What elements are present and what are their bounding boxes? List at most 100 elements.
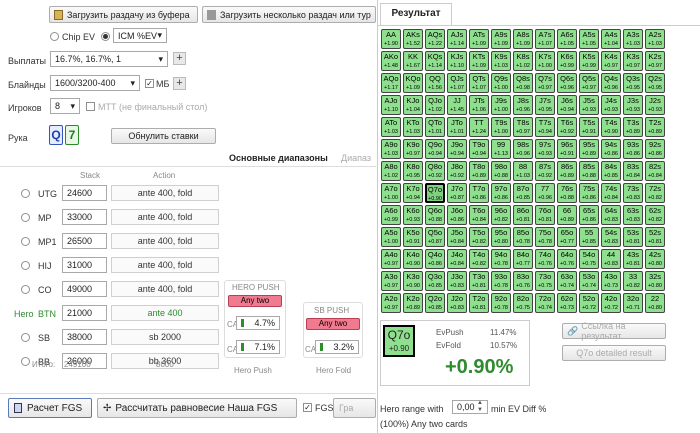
hand-card-1[interactable]: Q bbox=[49, 125, 63, 145]
grid-cell-98s[interactable]: 98s +0.96 bbox=[513, 139, 533, 159]
grid-cell-K2o[interactable]: K2o +0.89 bbox=[403, 293, 423, 313]
load-from-buffer-button[interactable]: Загрузить раздачу из буфера bbox=[49, 6, 198, 23]
hand-card-2[interactable]: 7 bbox=[65, 125, 79, 145]
seat-select-radio[interactable] bbox=[21, 285, 30, 294]
grid-cell-65s[interactable]: 65s +0.86 bbox=[579, 205, 599, 225]
seat-select-radio[interactable] bbox=[21, 237, 30, 246]
grid-cell-T6s[interactable]: T6s +0.92 bbox=[557, 117, 577, 137]
grid-cell-86o[interactable]: 86o +0.81 bbox=[513, 205, 533, 225]
grid-cell-96s[interactable]: 96s +0.91 bbox=[557, 139, 577, 159]
grid-cell-ATo[interactable]: ATo +1.03 bbox=[381, 117, 401, 137]
seat-action-field[interactable]: ante 400 bbox=[111, 305, 219, 321]
grid-cell-54s[interactable]: 54s +0.83 bbox=[601, 227, 621, 247]
seat-stack-input[interactable]: 33000 bbox=[62, 209, 107, 225]
calculate-equilibrium-button[interactable]: ✢ Рассчитать равновесие Наша FGS bbox=[97, 398, 297, 418]
grid-cell-K7o[interactable]: K7o +0.94 bbox=[403, 183, 423, 203]
grid-cell-K7s[interactable]: K7s +1.00 bbox=[535, 51, 555, 71]
grid-cell-AKs[interactable]: AKs +1.52 bbox=[403, 29, 423, 49]
grid-cell-JTs[interactable]: JTs +1.06 bbox=[469, 95, 489, 115]
grid-cell-33[interactable]: 33 +0.82 bbox=[623, 271, 643, 291]
grid-cell-44[interactable]: 44 +0.83 bbox=[601, 249, 621, 269]
grid-cell-K9o[interactable]: K9o +0.97 bbox=[403, 139, 423, 159]
grid-cell-94o[interactable]: 94o +0.78 bbox=[491, 249, 511, 269]
grid-cell-72s[interactable]: 72s +0.82 bbox=[645, 183, 665, 203]
grid-cell-A3o[interactable]: A3o +0.97 bbox=[381, 271, 401, 291]
grid-cell-A6s[interactable]: A6s +1.05 bbox=[557, 29, 577, 49]
grid-cell-A4s[interactable]: A4s +1.04 bbox=[601, 29, 621, 49]
seat-select-radio[interactable] bbox=[21, 261, 30, 270]
grid-cell-A6o[interactable]: A6o +0.99 bbox=[381, 205, 401, 225]
grid-cell-87s[interactable]: 87s +0.92 bbox=[535, 161, 555, 181]
grid-cell-J6s[interactable]: J6s +0.94 bbox=[557, 95, 577, 115]
grid-cell-K5s[interactable]: K5s +0.99 bbox=[579, 51, 599, 71]
grid-cell-Q9s[interactable]: Q9s +1.00 bbox=[491, 73, 511, 93]
grid-cell-QJo[interactable]: QJo +1.02 bbox=[425, 95, 445, 115]
sb-push-range-button[interactable]: Any two bbox=[306, 318, 360, 330]
grid-cell-K6o[interactable]: K6o +0.93 bbox=[403, 205, 423, 225]
grid-cell-A8s[interactable]: A8s +1.09 bbox=[513, 29, 533, 49]
graph-button[interactable]: Гра bbox=[333, 398, 376, 418]
hero-push-range-button[interactable]: Any two bbox=[228, 295, 282, 307]
result-tab[interactable]: Результат bbox=[380, 3, 452, 25]
seat-stack-input[interactable]: 24600 bbox=[62, 185, 107, 201]
grid-cell-92o[interactable]: 92o +0.78 bbox=[491, 293, 511, 313]
grid-cell-T5o[interactable]: T5o +0.82 bbox=[469, 227, 489, 247]
grid-cell-T7s[interactable]: T7s +0.94 bbox=[535, 117, 555, 137]
grid-cell-54o[interactable]: 54o +0.75 bbox=[579, 249, 599, 269]
seat-action-field[interactable]: ante 400, fold bbox=[111, 233, 219, 249]
grid-cell-83s[interactable]: 83s +0.84 bbox=[623, 161, 643, 181]
grid-cell-Q6o[interactable]: Q6o +0.88 bbox=[425, 205, 445, 225]
grid-cell-A9s[interactable]: A9s +1.09 bbox=[491, 29, 511, 49]
grid-cell-55[interactable]: 55 +0.85 bbox=[579, 227, 599, 247]
third-ca-field[interactable]: 7.1% bbox=[236, 340, 280, 354]
grid-cell-97s[interactable]: 97s +0.93 bbox=[535, 139, 555, 159]
grid-cell-32o[interactable]: 32o +0.71 bbox=[623, 293, 643, 313]
grid-cell-AQo[interactable]: AQo +1.17 bbox=[381, 73, 401, 93]
grid-cell-K8o[interactable]: K8o +0.95 bbox=[403, 161, 423, 181]
grid-cell-62s[interactable]: 62s +0.82 bbox=[645, 205, 665, 225]
grid-cell-62o[interactable]: 62o +0.73 bbox=[557, 293, 577, 313]
players-select[interactable]: 8 ▾ bbox=[50, 98, 80, 114]
grid-cell-K2s[interactable]: K2s +0.97 bbox=[645, 51, 665, 71]
grid-cell-86s[interactable]: 86s +0.89 bbox=[557, 161, 577, 181]
grid-cell-Q3o[interactable]: Q3o +0.85 bbox=[425, 271, 445, 291]
grid-cell-KQo[interactable]: KQo +1.09 bbox=[403, 73, 423, 93]
grid-cell-K4o[interactable]: K4o +0.90 bbox=[403, 249, 423, 269]
icm-select[interactable]: ICM %EV ▾ bbox=[113, 28, 167, 43]
reset-bets-button[interactable]: Обнулить ставки bbox=[111, 128, 216, 144]
grid-cell-76o[interactable]: 76o +0.81 bbox=[535, 205, 555, 225]
grid-cell-92s[interactable]: 92s +0.86 bbox=[645, 139, 665, 159]
grid-cell-75s[interactable]: 75s +0.86 bbox=[579, 183, 599, 203]
grid-cell-J9o[interactable]: J9o +0.94 bbox=[447, 139, 467, 159]
seat-select-radio[interactable] bbox=[21, 357, 30, 366]
grid-cell-KQs[interactable]: KQs +1.14 bbox=[425, 51, 445, 71]
grid-cell-KJo[interactable]: KJo +1.04 bbox=[403, 95, 423, 115]
grid-cell-52o[interactable]: 52o +0.72 bbox=[579, 293, 599, 313]
grid-cell-AA[interactable]: AA +1.90 bbox=[381, 29, 401, 49]
grid-cell-Q2o[interactable]: Q2o +0.85 bbox=[425, 293, 445, 313]
seat-action-field[interactable]: ante 400, fold bbox=[111, 281, 219, 297]
grid-cell-AJo[interactable]: AJo +1.10 bbox=[381, 95, 401, 115]
grid-cell-94s[interactable]: 94s +0.86 bbox=[601, 139, 621, 159]
seat-action-field[interactable]: ante 400, fold bbox=[111, 257, 219, 273]
grid-cell-TT[interactable]: TT +1.24 bbox=[469, 117, 489, 137]
seat-stack-input[interactable]: 49000 bbox=[62, 281, 107, 297]
seat-action-field[interactable]: sb 2000 bbox=[111, 329, 219, 345]
mb-checkbox[interactable]: ✓ bbox=[145, 79, 154, 88]
seat-stack-input[interactable]: 31000 bbox=[62, 257, 107, 273]
third-ca-slider[interactable] bbox=[241, 343, 244, 351]
grid-cell-43s[interactable]: 43s +0.81 bbox=[623, 249, 643, 269]
grid-cell-J7o[interactable]: J7o +0.87 bbox=[447, 183, 467, 203]
grid-cell-53s[interactable]: 53s +0.81 bbox=[623, 227, 643, 247]
grid-cell-Q5s[interactable]: Q5s +0.97 bbox=[579, 73, 599, 93]
add-payout-button[interactable]: + bbox=[173, 52, 186, 65]
grid-cell-Q5o[interactable]: Q5o +0.87 bbox=[425, 227, 445, 247]
grid-cell-J8o[interactable]: J8o +0.92 bbox=[447, 161, 467, 181]
grid-cell-95s[interactable]: 95s +0.89 bbox=[579, 139, 599, 159]
grid-cell-QTs[interactable]: QTs +1.07 bbox=[469, 73, 489, 93]
grid-cell-A4o[interactable]: A4o +0.97 bbox=[381, 249, 401, 269]
grid-cell-Q8s[interactable]: Q8s +0.98 bbox=[513, 73, 533, 93]
grid-cell-J5o[interactable]: J5o +0.84 bbox=[447, 227, 467, 247]
grid-cell-K8s[interactable]: K8s +1.02 bbox=[513, 51, 533, 71]
seat-select-radio[interactable] bbox=[21, 189, 30, 198]
